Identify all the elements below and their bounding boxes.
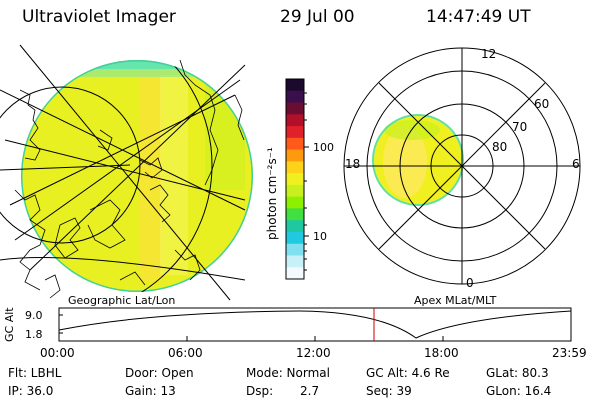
altitude-xtick-1800: 18:00 (424, 346, 459, 360)
mlt-label-12: 12 (481, 47, 496, 61)
mode-info: Mode: Normal (246, 366, 330, 380)
mlt-label-6: 6 (572, 157, 580, 171)
altitude-xtick-1200: 12:00 (296, 346, 331, 360)
altitude-plot (58, 307, 572, 342)
altitude-xtick-0600: 06:00 (168, 346, 203, 360)
altitude-ytick-9: 9.0 (25, 309, 43, 322)
mlat-label-80: 80 (492, 140, 507, 154)
color-bar-segment (286, 126, 304, 139)
color-bar-segment (286, 220, 304, 233)
color-bar-segment (286, 231, 304, 245)
color-bar-segment (286, 208, 304, 221)
gc-alt-info: GC Alt: 4.6 Re (366, 366, 450, 380)
color-bar-segment (286, 255, 304, 268)
glat-info: GLat: 80.3 (486, 366, 549, 380)
polar-panel-caption: Apex MLat/MLT (414, 294, 497, 307)
color-bar-segment (286, 267, 304, 280)
color-bar-segment (286, 79, 304, 92)
color-bar-segment (286, 149, 304, 162)
altitude-xtick-2359: 23:59 (552, 346, 587, 360)
time-label: 14:47:49 UT (426, 7, 531, 27)
color-bar-segment (286, 243, 304, 257)
color-bar-segment (286, 196, 304, 210)
ip-info: IP: 36.0 (8, 384, 54, 398)
color-bar (286, 79, 304, 280)
colorbar-label: photon cm⁻²s⁻¹ (265, 147, 279, 240)
glon-info: GLon: 16.4 (486, 384, 552, 398)
dsp-value: 2.7 (300, 384, 320, 398)
gain-info: Gain: 13 (125, 384, 176, 398)
geographic-image (0, 44, 260, 310)
altitude-ylabel: GC Alt (3, 307, 16, 342)
mlat-label-70: 70 (512, 120, 527, 134)
mlt-label-0: 0 (466, 276, 474, 290)
color-bar-segment (286, 102, 304, 115)
filter-info: Flt: LBHL (8, 366, 62, 380)
app-title: Ultraviolet Imager (22, 7, 176, 27)
polar-plot (343, 47, 581, 285)
color-bar-segment (286, 161, 304, 174)
dsp-label: Dsp: (246, 384, 274, 398)
colorbar-tick-100: 100 (313, 141, 334, 154)
left-panel-caption: Geographic Lat/Lon (68, 294, 175, 307)
color-bar-segment (286, 173, 304, 186)
date-label: 29 Jul 00 (280, 7, 355, 27)
color-bar-segment (286, 90, 304, 104)
color-bar-segment (286, 184, 304, 198)
altitude-ytick-1: 1.8 (25, 328, 43, 341)
mlt-label-18: 18 (345, 157, 360, 171)
color-bar-segment (286, 114, 304, 127)
door-info: Door: Open (125, 366, 194, 380)
altitude-xtick-0000: 00:00 (40, 346, 75, 360)
colorbar-tick-10: 10 (313, 230, 327, 243)
mlat-label-60: 60 (534, 97, 549, 111)
seq-info: Seq: 39 (366, 384, 412, 398)
color-bar-segment (286, 137, 304, 151)
